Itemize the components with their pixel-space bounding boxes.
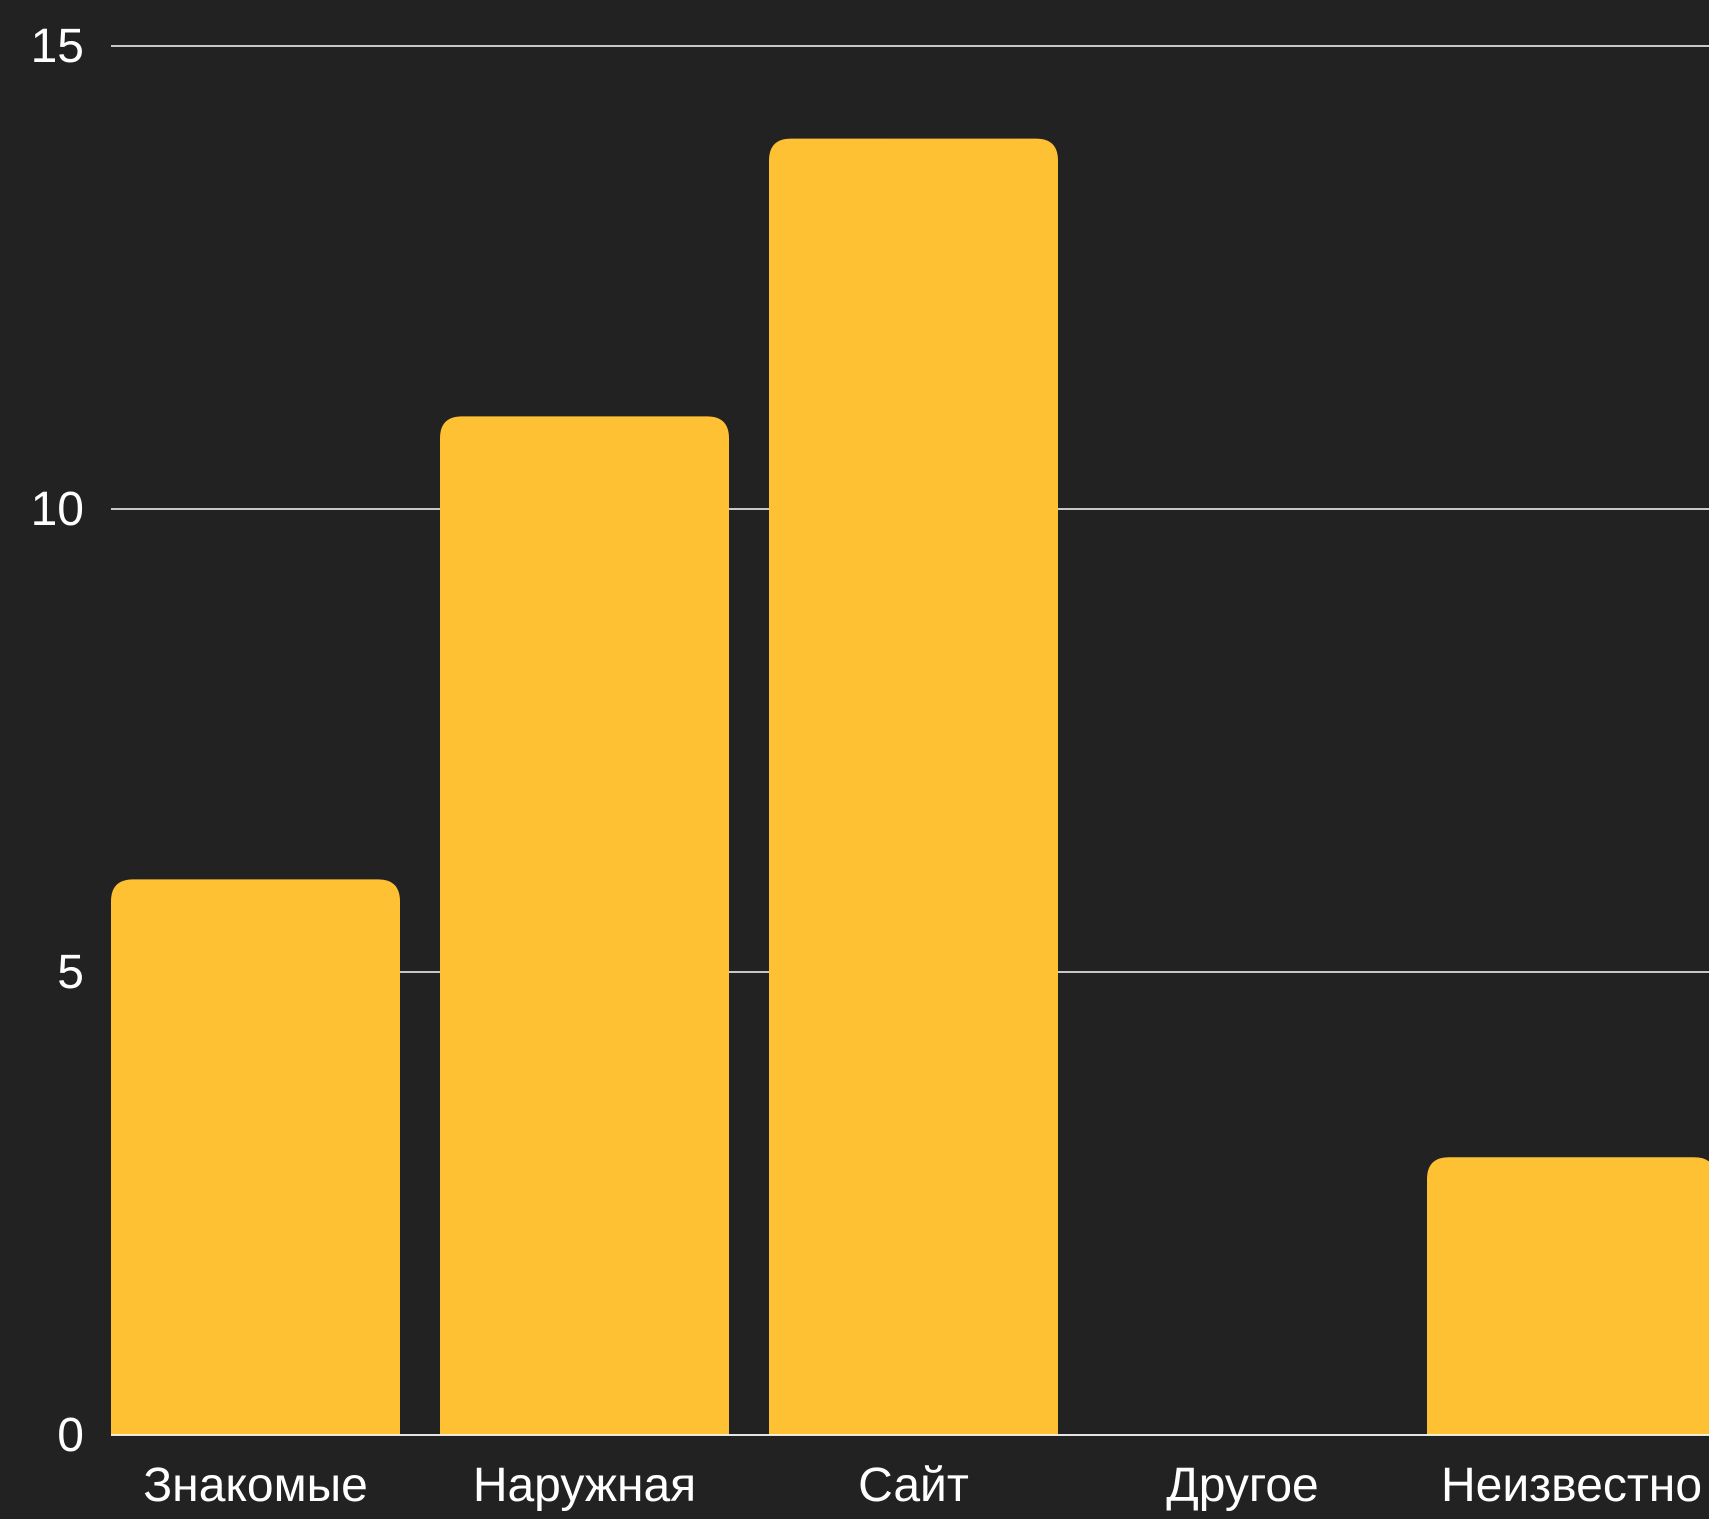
bar-1 [440, 416, 729, 1435]
y-tick-label: 5 [57, 946, 84, 999]
x-tick-label: Знакомые [143, 1459, 368, 1512]
x-tick-label: Сайт [858, 1459, 969, 1512]
y-tick-label: 15 [31, 20, 84, 73]
x-axis-labels: Знакомые Наружная Сайт Другое Неизвестно [143, 1459, 1702, 1512]
y-axis-ticks: 0 5 10 15 [31, 20, 84, 1462]
y-tick-label: 10 [31, 483, 84, 536]
bar-4 [1427, 1157, 1709, 1435]
bar-2 [769, 138, 1058, 1436]
x-tick-label: Другое [1166, 1459, 1319, 1512]
y-tick-label: 0 [57, 1409, 84, 1462]
bar-0 [111, 879, 400, 1435]
x-tick-label: Неизвестно [1441, 1459, 1702, 1512]
bars [111, 138, 1709, 1436]
x-tick-label: Наружная [473, 1459, 696, 1512]
